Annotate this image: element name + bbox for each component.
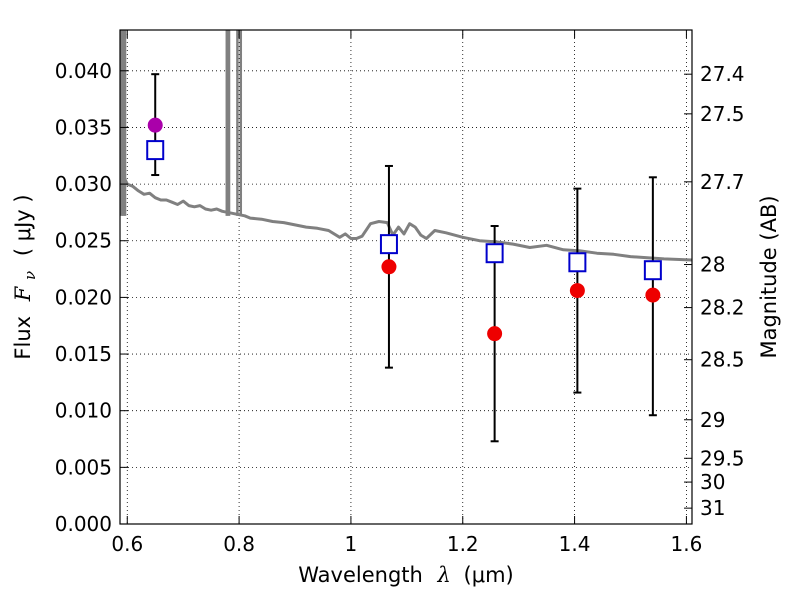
magnitude-tick-label: 27.4 bbox=[700, 62, 745, 86]
magnitude-tick-label: 30 bbox=[700, 470, 725, 494]
observed-photometry-point bbox=[487, 326, 503, 342]
magnitude-tick-label: 28.2 bbox=[700, 296, 745, 320]
model-photometry-point bbox=[643, 260, 662, 281]
magnitude-tick-label: 27.5 bbox=[700, 102, 745, 126]
observed-photometry-point bbox=[569, 283, 585, 299]
model-photometry-point bbox=[485, 243, 504, 264]
model-photometry-point bbox=[568, 252, 587, 273]
observed-photometry-point bbox=[381, 259, 397, 275]
spectrum-line bbox=[120, 172, 692, 262]
y-axis-title: Flux F ν ( μJy ) bbox=[11, 194, 40, 359]
x-tick-label: 1 bbox=[345, 532, 358, 556]
x-axis-title: Wavelength λ (μm) bbox=[298, 563, 513, 587]
x-axis-unit: (μm) bbox=[464, 563, 514, 587]
x-tick-label: 1.4 bbox=[559, 532, 591, 556]
observed-photometry-point bbox=[147, 117, 163, 133]
observed-photometry-markers bbox=[147, 117, 661, 342]
y-axis-unit: ( μJy ) bbox=[11, 194, 35, 256]
model-photometry-point bbox=[379, 234, 398, 255]
magnitude-tick-label: 28 bbox=[700, 253, 725, 277]
y-tick-label: 0.025 bbox=[55, 229, 112, 253]
model-photometry-markers bbox=[146, 140, 662, 281]
y-tick-label: 0.035 bbox=[55, 115, 112, 139]
x-tick-labels: 0.6 0.8 1 1.2 1.4 1.6 bbox=[111, 532, 702, 556]
y-tick-label: 0.040 bbox=[55, 59, 112, 83]
y-tick-label: 0.030 bbox=[55, 172, 112, 196]
y-tick-label: 0.010 bbox=[55, 399, 112, 423]
y-axis-symbol: F bbox=[11, 285, 35, 302]
magnitude-tick-label: 31 bbox=[700, 496, 725, 520]
magnitude-tick-label: 29 bbox=[700, 408, 725, 432]
model-photometry-point bbox=[146, 140, 165, 161]
y-tick-label: 0.020 bbox=[55, 285, 112, 309]
x-tick-label: 1.2 bbox=[447, 532, 479, 556]
x-tick-label: 1.6 bbox=[671, 532, 703, 556]
right-axis-title: Magnitude (AB) bbox=[757, 195, 781, 358]
y-tick-labels: 0.000 0.005 0.010 0.015 0.020 0.025 0.030 0.035… bbox=[55, 59, 112, 536]
x-tick-label: 0.6 bbox=[111, 532, 143, 556]
observed-photometry-point bbox=[645, 287, 661, 303]
axis-ticks bbox=[120, 30, 692, 525]
y-tick-label: 0.000 bbox=[55, 512, 112, 536]
y-axis-subscript: ν bbox=[21, 271, 39, 280]
magnitude-tick-label: 29.5 bbox=[700, 446, 745, 470]
y-tick-label: 0.015 bbox=[55, 342, 112, 366]
x-tick-label: 0.8 bbox=[223, 532, 255, 556]
x-axis-symbol: λ bbox=[437, 563, 451, 587]
plot-background bbox=[120, 30, 692, 524]
magnitude-tick-label: 28.5 bbox=[700, 348, 745, 372]
plot-area bbox=[120, 30, 692, 443]
y-axis-label: Flux bbox=[11, 316, 35, 360]
plot-frame bbox=[119, 29, 693, 525]
model-spectrum bbox=[120, 30, 692, 262]
x-axis-label: Wavelength bbox=[298, 563, 423, 587]
magnitude-tick-label: 27.7 bbox=[700, 170, 745, 194]
y-tick-label: 0.005 bbox=[55, 455, 112, 479]
